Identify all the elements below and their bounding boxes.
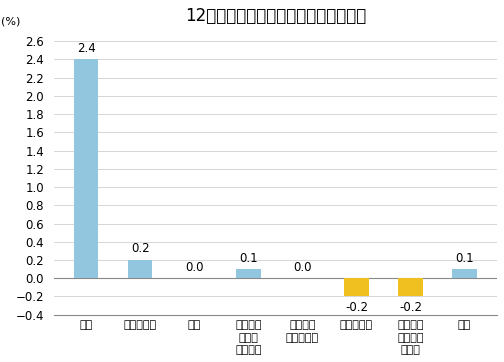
Bar [128,260,153,278]
Bar [236,269,261,278]
Text: 0.1: 0.1 [455,252,474,265]
Text: -0.2: -0.2 [345,301,368,314]
Text: 0.1: 0.1 [239,252,258,265]
Title: 12月份居民消费价格分类别环比涨跌幅: 12月份居民消费价格分类别环比涨跌幅 [185,7,366,25]
Bar [74,59,98,278]
Text: 0.2: 0.2 [131,243,150,256]
Text: -0.2: -0.2 [399,301,422,314]
Text: 0.0: 0.0 [185,261,204,274]
Text: (%): (%) [1,16,20,26]
Bar [453,269,477,278]
Bar [398,278,423,296]
Text: 2.4: 2.4 [77,42,96,55]
Bar [344,278,369,296]
Text: 0.0: 0.0 [293,261,311,274]
